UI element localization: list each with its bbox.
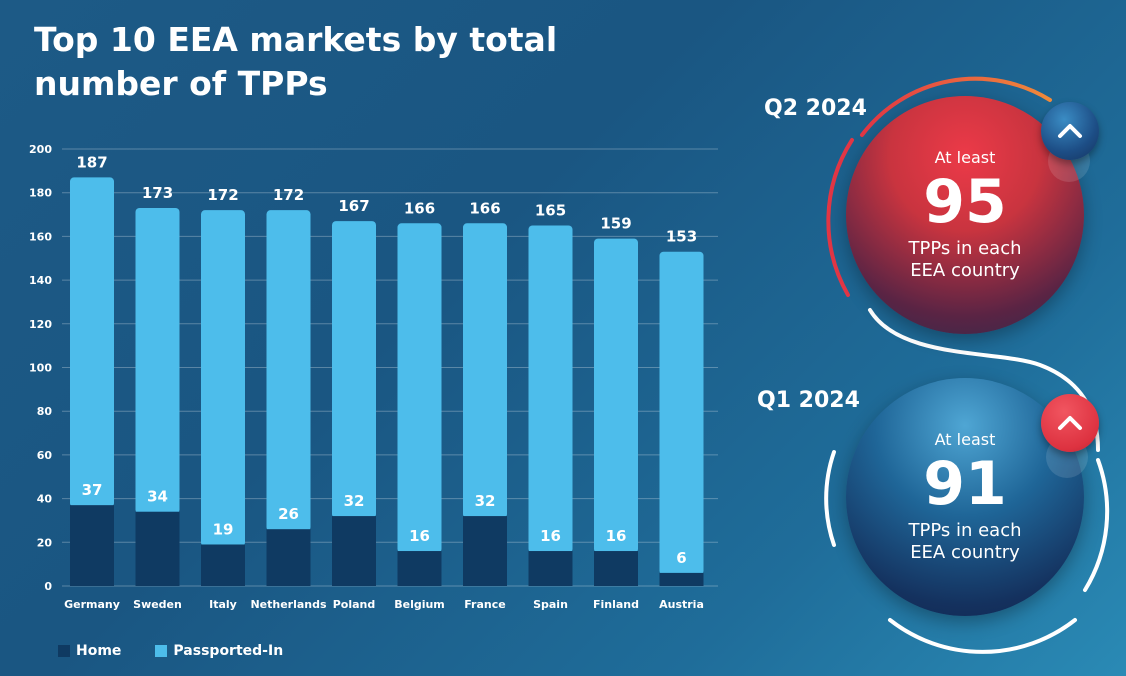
y-tick-label: 100 [29, 362, 52, 375]
x-tick-label: Italy [209, 598, 237, 611]
x-tick-label: Sweden [133, 598, 182, 611]
home-value-label: 32 [344, 492, 365, 510]
q2-up-badge [1041, 102, 1099, 160]
q2-desc-line2: EEA country [910, 260, 1020, 281]
y-tick-label: 180 [29, 187, 52, 200]
q2-arc-left [826, 138, 854, 297]
total-label: 173 [142, 184, 173, 202]
legend-label-home: Home [76, 643, 122, 659]
q2-desc-line1: TPPs in each [908, 238, 1022, 259]
x-axis: Germany Sweden Italy Netherlands Poland Belgi… [64, 598, 704, 611]
x-tick-label: Belgium [394, 598, 445, 611]
q1-label: Q1 2024 [757, 388, 860, 413]
q1-number: 91 [923, 449, 1007, 519]
x-tick-label: Netherlands [250, 598, 327, 611]
y-tick-label: 0 [44, 580, 52, 593]
home-value-label: 26 [278, 505, 299, 523]
chart-title-line2: number of TPPs [34, 64, 328, 103]
bars: 1873717334172191722616732166161663216516… [70, 153, 704, 586]
chevron-up-icon [1058, 416, 1082, 430]
chart-title-line1: Top 10 EEA markets by total [34, 20, 558, 59]
legend-swatch-passported [155, 645, 168, 657]
y-tick-label: 80 [37, 405, 53, 418]
q2-number: 95 [923, 167, 1007, 237]
q2-arc-top [860, 76, 1052, 137]
legend-swatch-home [58, 645, 70, 657]
total-label: 172 [273, 186, 304, 204]
total-label: 166 [469, 199, 500, 217]
home-value-label: 19 [213, 520, 234, 538]
bar-home [397, 551, 442, 586]
q1-up-badge [1041, 394, 1099, 452]
x-tick-label: Austria [659, 598, 704, 611]
bar-home [70, 505, 114, 586]
bar-home [659, 572, 704, 586]
q1-desc-line2: EEA country [910, 542, 1020, 563]
q1-desc-line1: TPPs in each [908, 520, 1022, 541]
bar-home [266, 529, 311, 586]
home-value-label: 16 [540, 527, 561, 545]
bar-passported [332, 221, 376, 519]
legend-label-passported: Passported-In [173, 643, 284, 659]
q1-arc-bottom [888, 618, 1077, 654]
bar-home [463, 516, 507, 586]
q2-stat-circle: At least 95 TPPs in each EEA country [846, 96, 1084, 334]
bar-passported [397, 223, 442, 554]
bar-passported [659, 251, 704, 575]
q1-arc-right [1083, 458, 1110, 592]
bar-passported [528, 225, 573, 554]
total-label: 165 [535, 201, 566, 219]
total-label: 187 [76, 153, 107, 171]
chevron-up-icon [1058, 124, 1082, 138]
y-tick-label: 140 [29, 274, 52, 287]
legend-item-home: Home [58, 643, 121, 659]
bar-home [332, 516, 376, 586]
q1-arc-left [824, 450, 836, 547]
q2-at-least: At least [934, 148, 996, 167]
home-value-label: 32 [475, 492, 496, 510]
chart-title: Top 10 EEA markets by total number of TP… [34, 18, 594, 106]
y-axis: 0 20 40 60 80 100 120 140 160 180 200 [29, 143, 52, 593]
q1-at-least: At least [934, 430, 996, 449]
home-value-label: 34 [147, 488, 168, 506]
y-tick-label: 20 [37, 536, 53, 549]
bar-home [594, 551, 638, 586]
home-value-label: 6 [676, 549, 686, 567]
bar-home [528, 551, 573, 586]
bar-home [201, 544, 245, 586]
bar-passported [463, 223, 507, 519]
chart-legend: Home Passported-In [58, 643, 283, 659]
bar-passported [594, 238, 638, 554]
y-tick-label: 160 [29, 230, 52, 243]
q2-label: Q2 2024 [764, 96, 867, 121]
x-tick-label: Germany [64, 598, 120, 611]
x-tick-label: Poland [333, 598, 376, 611]
total-label: 167 [338, 197, 369, 215]
home-value-label: 16 [606, 527, 627, 545]
x-tick-label: France [464, 598, 505, 611]
y-tick-label: 60 [37, 449, 53, 462]
y-tick-label: 200 [29, 143, 52, 156]
total-label: 172 [207, 186, 238, 204]
bar-passported [201, 210, 245, 547]
total-label: 166 [404, 199, 435, 217]
bar-chart: 0 20 40 60 80 100 120 140 160 180 200 187 37 173 34 17… [29, 143, 704, 611]
bar-passported [135, 207, 180, 514]
y-tick-label: 40 [37, 493, 53, 506]
total-label: 159 [600, 215, 631, 233]
home-value-label: 16 [409, 527, 430, 545]
bar-passported [70, 177, 114, 508]
y-tick-label: 120 [29, 318, 52, 331]
bar-passported [266, 210, 311, 532]
legend-item-passported: Passported-In [155, 643, 283, 659]
x-tick-label: Spain [533, 598, 568, 611]
bar-home [135, 511, 180, 586]
x-tick-label: Finland [593, 598, 639, 611]
home-value-label: 37 [82, 481, 103, 499]
total-label: 153 [666, 228, 697, 246]
